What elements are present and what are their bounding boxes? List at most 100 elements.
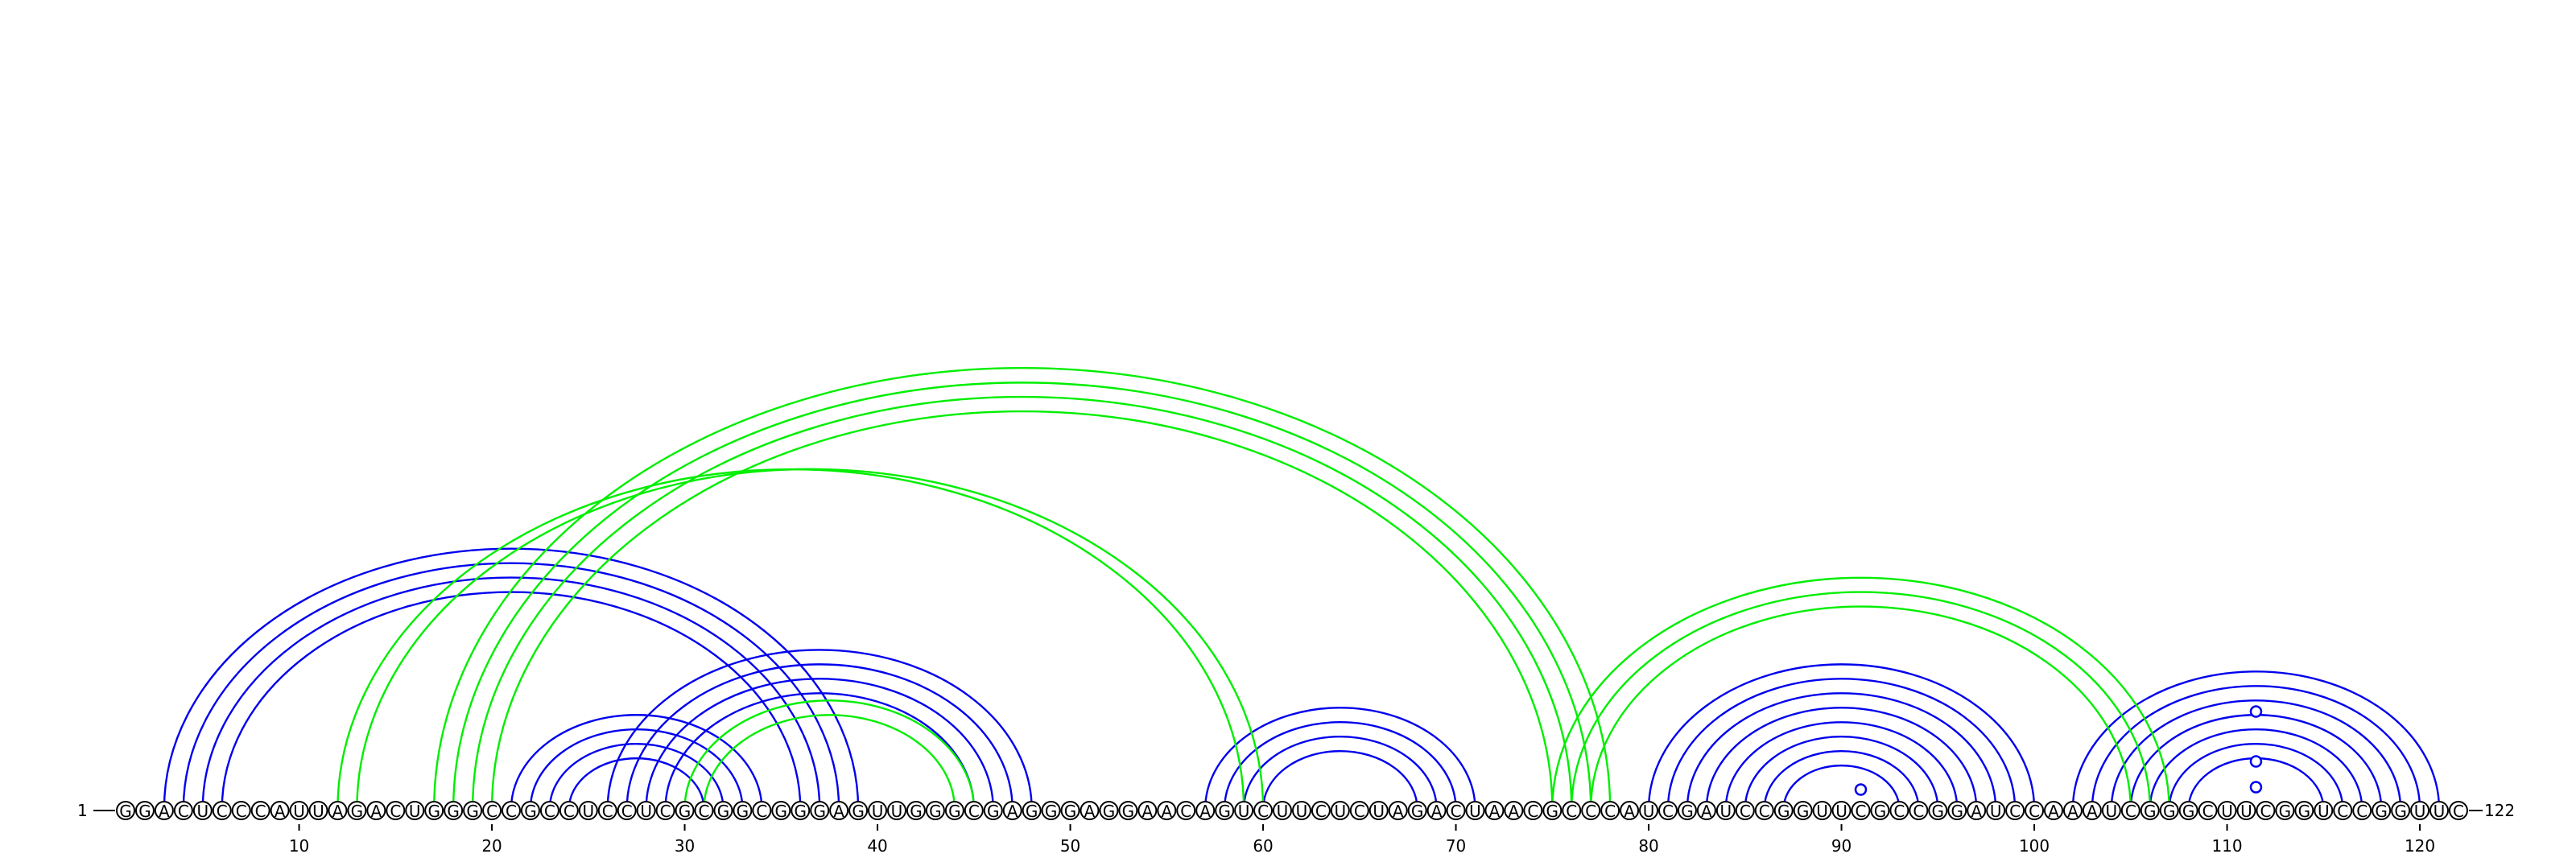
- nucleotide-circle: [771, 801, 791, 820]
- nucleotide: C: [1562, 801, 1582, 821]
- nucleotide-letter: C: [506, 802, 517, 821]
- nucleotide: G: [1215, 801, 1235, 821]
- nucleotide-letter: G: [2394, 802, 2407, 821]
- nucleotide-circle: [502, 801, 521, 820]
- nucleotide: G: [1099, 801, 1119, 821]
- nucleotide-circle: [1967, 801, 1987, 820]
- nucleotide-circle: [2372, 801, 2392, 820]
- nucleotide-letter: G: [1026, 802, 1038, 821]
- tick-label: 100: [2019, 836, 2050, 856]
- nucleotide: G: [2391, 801, 2411, 821]
- nucleotide-letter: G: [717, 802, 730, 821]
- nucleotide-circle: [1253, 801, 1274, 820]
- nucleotide-letter: G: [987, 802, 1000, 821]
- nucleotide-letter: C: [602, 802, 613, 821]
- nucleotide: G: [520, 801, 540, 821]
- nucleotide-letter: C: [2260, 802, 2271, 821]
- nucleotide-circle: [2294, 801, 2314, 820]
- nucleotide-letter: A: [1701, 802, 1712, 821]
- nucleotide: C: [482, 801, 502, 821]
- nucleotide: C: [212, 801, 232, 821]
- green-pair-arc: [452, 381, 1592, 810]
- nucleotide: C: [2005, 801, 2025, 821]
- nucleotide: G: [944, 801, 964, 821]
- nucleotide: G: [925, 801, 945, 821]
- blue-pair-arc: [510, 714, 763, 810]
- nucleotide-letter: G: [1122, 802, 1135, 821]
- nucleotide-letter: G: [1064, 802, 1077, 821]
- nucleotide-circle: [1099, 801, 1119, 820]
- nucleotide: C: [1253, 801, 1274, 821]
- nucleotide: C: [1754, 801, 1774, 821]
- nucleotide: C: [964, 801, 984, 821]
- nucleotide-circle: [2314, 801, 2334, 820]
- nucleotide-circle: [848, 801, 869, 820]
- green-pair-arc: [471, 395, 1573, 810]
- nucleotide: U: [2236, 801, 2256, 821]
- nucleotide-letter: A: [1489, 802, 1501, 821]
- nucleotide-letter: C: [1257, 802, 1269, 821]
- nucleotide: A: [2082, 801, 2102, 821]
- nucleotide-letter: C: [1604, 802, 1616, 821]
- nucleotide-letter: U: [2414, 802, 2426, 821]
- nucleotide-letter: C: [1315, 802, 1327, 821]
- nucleotide: C: [2120, 801, 2140, 821]
- nucleotide: C: [694, 801, 714, 821]
- nucleotide-letter: U: [1335, 802, 1347, 821]
- nucleotide-letter: U: [2318, 802, 2330, 821]
- nucleotide: U: [1330, 801, 1350, 821]
- nucleotide-letter: U: [409, 802, 421, 821]
- nucleotide: U: [2314, 801, 2334, 821]
- nucleotide: C: [1909, 801, 1929, 821]
- nucleotide: U: [868, 801, 888, 821]
- blue-pair-arc: [568, 757, 705, 810]
- tick-label: 70: [1446, 836, 1466, 856]
- nucleotide-circle: [2101, 801, 2121, 820]
- nucleotide-letter: U: [1373, 802, 1385, 821]
- nucleotide-circle: [2044, 801, 2063, 820]
- nucleotide-circle: [1368, 801, 1389, 820]
- nucleotide-letter: C: [1913, 802, 1924, 821]
- nucleotide-circle: [1080, 801, 1100, 820]
- nucleotide-letter: G: [1103, 802, 1116, 821]
- nucleotide-circle: [482, 801, 502, 820]
- nucleotide-circle: [2025, 801, 2045, 820]
- green-pair-arc: [1571, 591, 2151, 810]
- nucleotide: C: [597, 801, 617, 821]
- nucleotide-circle: [1754, 801, 1774, 820]
- nucleotide-circle: [1176, 801, 1196, 820]
- nucleotide-letter: U: [872, 802, 884, 821]
- nucleotide-letter: U: [1643, 802, 1655, 821]
- nucleotide-circle: [2333, 801, 2353, 820]
- nucleotide-letter: U: [1238, 802, 1250, 821]
- nucleotide-letter: G: [1218, 802, 1231, 821]
- nucleotide: G: [906, 801, 926, 821]
- nucleotide-letter: U: [1720, 802, 1732, 821]
- nucleotide: A: [1620, 801, 1640, 821]
- nucleotide-circle: [2178, 801, 2198, 820]
- green-pair-arc: [336, 468, 1245, 810]
- nucleotide: G: [1542, 801, 1563, 821]
- nucleotide-letter: G: [1777, 802, 1790, 821]
- nucleotide: U: [1715, 801, 1736, 821]
- tick-label: 120: [2405, 836, 2435, 856]
- nucleotide-letter: C: [544, 802, 555, 821]
- nucleotide-circle: [944, 801, 964, 820]
- nucleotide-circle: [1118, 801, 1138, 820]
- nucleotide-circle: [1349, 801, 1369, 820]
- nucleotide: U: [308, 801, 328, 821]
- tick-label: 30: [675, 836, 695, 856]
- nucleotide-letter: G: [1681, 802, 1694, 821]
- nucleotide-circle: [116, 801, 135, 820]
- nucleotide-circle: [1234, 801, 1254, 820]
- nucleotide-circle: [1947, 801, 1967, 820]
- nucleotide-circle: [791, 801, 811, 820]
- nucleotide-circle: [405, 801, 425, 820]
- nucleotide-letter: C: [621, 802, 633, 821]
- nucleotide-letter: A: [1624, 802, 1635, 821]
- nucleotide-letter: G: [351, 802, 364, 821]
- nucleotide-circle: [2198, 801, 2218, 820]
- nucleotide-letter: C: [2453, 802, 2464, 821]
- nucleotide-circle: [829, 801, 849, 820]
